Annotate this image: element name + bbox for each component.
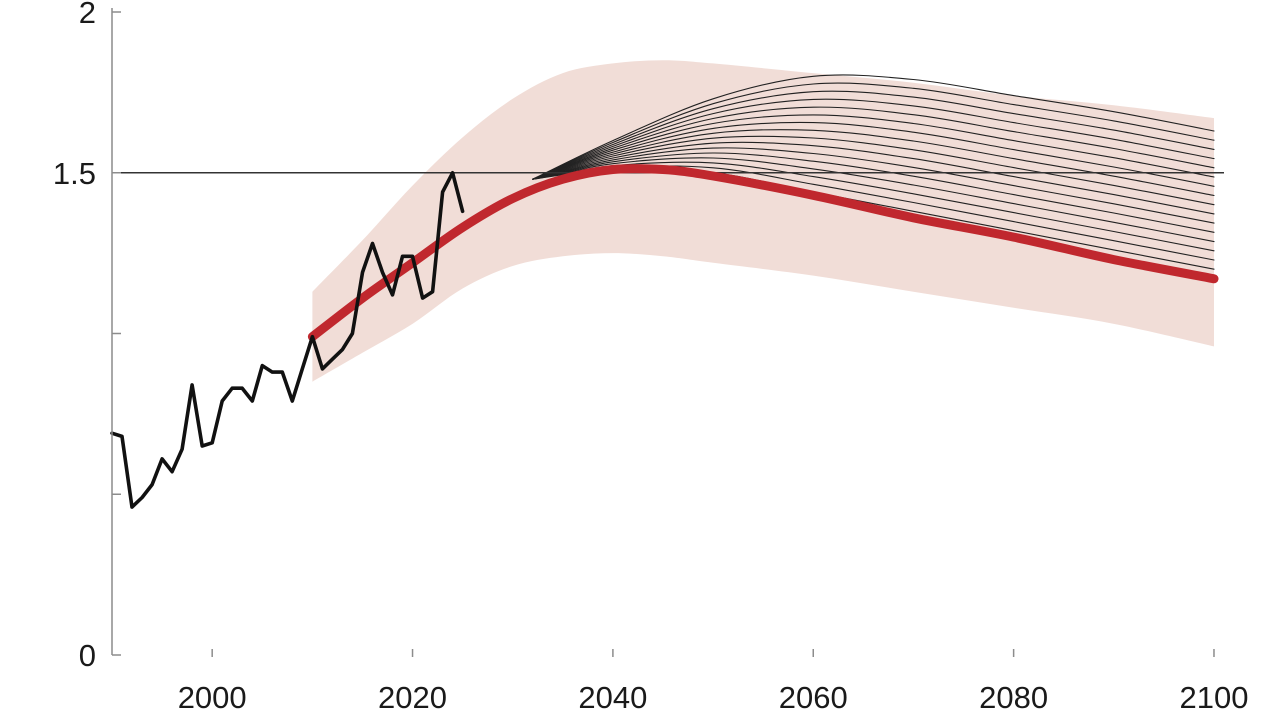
scenario-line (532, 74, 1215, 180)
uncertainty-band-layer (312, 60, 1214, 382)
x-tick-label: 2040 (578, 680, 647, 715)
scenario-line (532, 98, 1215, 180)
scenario-line (532, 135, 1215, 206)
y-tick-label: 1.5 (53, 156, 96, 191)
scenario-line (532, 157, 1215, 243)
scenario-line (532, 82, 1215, 180)
scenario-line (532, 106, 1215, 180)
y-tick-label: 2 (79, 0, 96, 30)
central-projection-line (307, 164, 1219, 342)
scenario-line (532, 114, 1215, 180)
scenario-line (532, 121, 1215, 187)
observed-series-line (110, 171, 465, 509)
x-tick-label: 2020 (378, 680, 447, 715)
axes-layer: 0 1.5 2 2000 2020 2040 2060 2080 2100 (53, 0, 1249, 715)
y-tick-label: 0 (79, 638, 96, 673)
scenario-line (532, 147, 1215, 224)
x-tick-label: 2100 (1179, 680, 1248, 715)
observed-series-layer (110, 171, 465, 509)
scenario-line (532, 141, 1215, 215)
scenario-line (532, 129, 1215, 197)
x-tick-label: 2080 (979, 680, 1048, 715)
central-projection-layer (307, 164, 1219, 342)
uncertainty-band (312, 60, 1214, 382)
overshoot-fan-layer (532, 74, 1215, 270)
x-tick-label: 2000 (178, 680, 247, 715)
scenario-line (532, 90, 1215, 180)
x-tick-label: 2060 (779, 680, 848, 715)
scenario-line (532, 152, 1215, 233)
